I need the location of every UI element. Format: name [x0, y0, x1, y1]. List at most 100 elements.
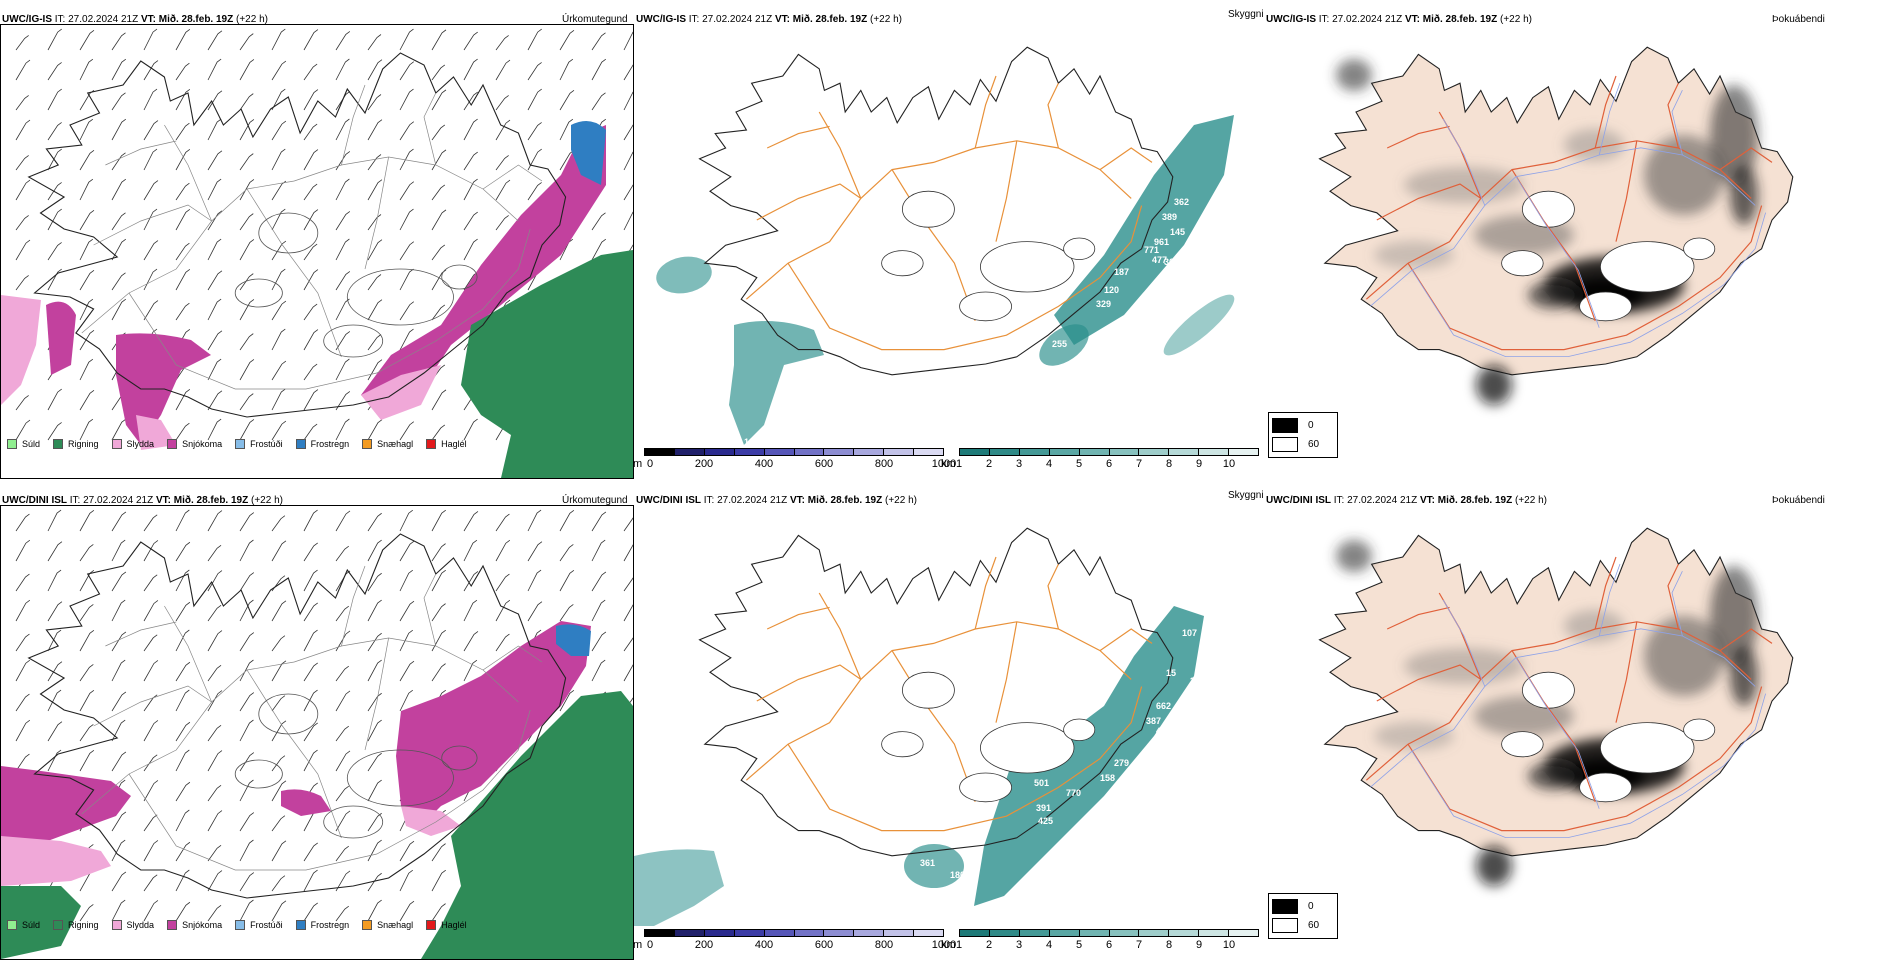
fog-low-value-area — [1710, 566, 1758, 666]
glacier-outline — [980, 241, 1075, 293]
visibility-value-label: 662 — [1156, 701, 1171, 711]
road — [1407, 686, 1763, 832]
colorbar-tick-label: 4 — [1045, 939, 1053, 951]
wind-barb — [47, 208, 62, 231]
road — [1667, 82, 1679, 149]
glacier-outline — [258, 693, 319, 735]
visibility-value-label: 248 — [1132, 768, 1147, 778]
wind-barb — [175, 901, 191, 922]
road — [482, 164, 543, 190]
road — [105, 621, 177, 647]
wind-barb — [431, 304, 446, 321]
glacier-outline — [1579, 772, 1633, 803]
wind-barb — [79, 750, 95, 772]
wind-barb — [47, 749, 62, 772]
wind-barb — [15, 395, 29, 411]
wind-barb — [47, 28, 62, 51]
colorbar-tick-label: 600 — [814, 458, 834, 470]
colorbar-tick-label: 7 — [1135, 939, 1143, 951]
wind-barb — [463, 58, 478, 81]
wind-barb — [239, 33, 254, 51]
fog-legend-swatch — [1272, 437, 1298, 452]
wind-barb — [527, 122, 542, 141]
wind-barb — [15, 275, 29, 291]
precip-legend-item: Snjókoma — [167, 920, 222, 930]
wind-barb — [463, 178, 478, 201]
wind-barb — [143, 28, 158, 51]
vt-value: Mið. 28.feb. 19Z — [158, 14, 234, 25]
colorbar-segment — [674, 930, 705, 936]
colorbar-tick-label: 3 — [1015, 939, 1023, 951]
wind-barb — [143, 780, 159, 802]
wind-barb — [335, 845, 349, 862]
visibility-value-label: 316 — [1178, 253, 1193, 263]
wind-barb — [495, 513, 510, 532]
wind-barb — [303, 329, 319, 351]
wind-barb — [463, 539, 478, 562]
wind-barb — [47, 148, 62, 171]
legend-swatch — [426, 439, 437, 449]
fog-low-value-area — [1336, 540, 1372, 572]
snow-area — [46, 301, 76, 375]
wind-barb — [367, 779, 382, 802]
visibility-value-label: 361 — [920, 858, 935, 868]
wind-barb — [207, 30, 223, 51]
legend-label: Súld — [22, 439, 41, 449]
wind-barb — [111, 92, 126, 111]
wind-barb — [527, 569, 542, 592]
fog-map-svg — [1318, 527, 1794, 886]
wind-barb — [111, 659, 126, 682]
wind-barb — [367, 59, 383, 81]
wind-barb — [591, 32, 606, 51]
vt-value: Mið. 28.feb. 19Z — [173, 495, 249, 506]
wind-barb — [527, 509, 542, 532]
wind-barb — [79, 58, 94, 81]
wind-barb — [367, 812, 382, 832]
road — [93, 204, 212, 246]
visibility-value-label: 358 — [1190, 676, 1205, 686]
wind-barb — [207, 330, 223, 351]
wind-barb — [47, 629, 62, 652]
visibility-value-label: 391 — [1036, 803, 1051, 813]
wind-barb — [399, 28, 414, 51]
wind-barb — [175, 661, 191, 682]
colorbar-segment — [645, 449, 675, 455]
wind-barb — [271, 755, 286, 772]
colorbar-segment — [1109, 449, 1140, 455]
wind-barb — [111, 272, 126, 291]
wind-barb — [367, 659, 382, 682]
road — [1099, 628, 1153, 652]
fog-legend-label: 60 — [1308, 439, 1320, 450]
wind-barb — [399, 301, 415, 321]
colorbar-segment — [1079, 930, 1110, 936]
legend-swatch — [7, 920, 17, 930]
wind-barb — [79, 29, 95, 51]
wind-barb — [303, 303, 318, 321]
wind-barb — [559, 544, 574, 562]
road — [1386, 125, 1450, 149]
wind-barb — [47, 509, 62, 532]
wind-barb — [271, 148, 286, 171]
wind-barb — [239, 899, 254, 922]
it-value: 27.02.2024 21Z — [1347, 495, 1418, 506]
wind-barb — [207, 544, 222, 562]
wind-barb — [591, 631, 607, 652]
colorbar-segment — [734, 449, 765, 455]
visibility-value-label: 476 — [1212, 367, 1227, 377]
wind-barb — [495, 179, 511, 201]
model-name: UWC/DINI ISL — [1266, 495, 1331, 506]
wind-barb — [367, 719, 382, 742]
fog-low-value-area — [1644, 135, 1724, 215]
fog-legend-item: 0 — [1272, 416, 1319, 435]
wind-barb — [367, 299, 383, 321]
visibility-value-label: 158 — [1100, 773, 1115, 783]
wind-barb — [207, 570, 223, 592]
visibility-value-label: 329 — [1096, 299, 1111, 309]
wind-barb — [367, 274, 382, 291]
wind-barb — [271, 420, 287, 441]
wind-barb — [175, 749, 190, 772]
wind-barb — [303, 363, 318, 381]
legend-swatch — [111, 920, 122, 930]
wind-barb — [175, 148, 191, 171]
visibility-value-label: 120 — [744, 437, 759, 445]
